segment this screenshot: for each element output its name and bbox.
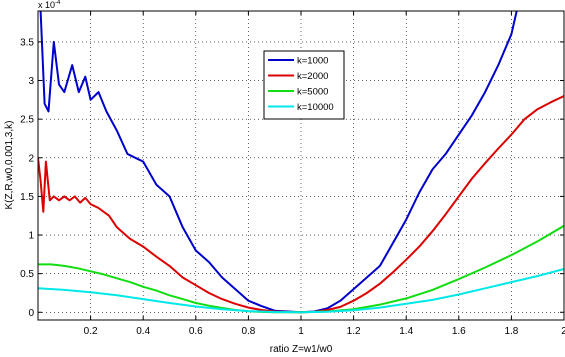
x-tick-label: 2 <box>561 326 565 337</box>
y-exponent-power: -4 <box>55 0 61 6</box>
x-tick-label: 0.6 <box>189 326 203 337</box>
series-line-k-2000 <box>38 95 564 314</box>
series-line-k-10000 <box>38 268 564 314</box>
series-line-k-1000 <box>39 11 518 314</box>
legend-entry-label: k=10000 <box>297 102 334 113</box>
y-tick-label: 3 <box>28 76 34 87</box>
x-tick-label: 0.4 <box>136 326 150 337</box>
x-tick-label: 1.8 <box>504 326 518 337</box>
legend-entry-label: k=1000 <box>297 56 328 67</box>
series-lines <box>38 11 564 314</box>
x-axis-label: ratio Z=w1/w0 <box>270 344 333 355</box>
y-tick-label: 1 <box>28 231 34 242</box>
legend: k=1000 k=2000 k=5000 k=10000 <box>263 50 345 120</box>
y-tick-label: 3.5 <box>20 37 34 48</box>
x-tick-label: 1.6 <box>452 326 466 337</box>
axis-ticks: 0.2 0.4 0.6 0.8 1 1.2 1.4 1.6 1.8 2 0 0.5 1 1.5 2 2.5 3 3… <box>20 11 565 337</box>
legend-entry-label: k=2000 <box>297 71 328 82</box>
y-tick-label: 2 <box>28 153 34 164</box>
y-tick-label: 0.5 <box>20 269 34 280</box>
y-exponent-label: x 10-4 <box>38 0 61 10</box>
x-tick-label: 1 <box>298 326 304 337</box>
y-tick-label: 0 <box>28 308 34 319</box>
y-axis-label: K(Z,R,w0,0.001,3,k) <box>4 121 15 210</box>
y-tick-label: 1.5 <box>20 192 34 203</box>
legend-box <box>263 50 345 120</box>
x-tick-label: 0.2 <box>84 326 98 337</box>
legend-entry-label: k=5000 <box>297 87 328 98</box>
x-tick-label: 0.8 <box>241 326 255 337</box>
x-tick-label: 1.2 <box>347 326 361 337</box>
y-tick-label: 2.5 <box>20 115 34 126</box>
x-tick-label: 1.4 <box>399 326 413 337</box>
